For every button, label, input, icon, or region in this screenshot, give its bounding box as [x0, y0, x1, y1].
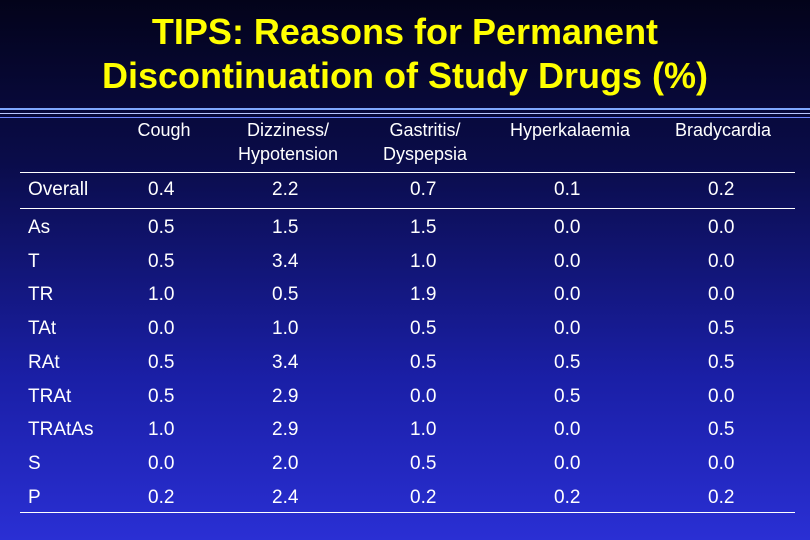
cell-t-dizziness: 3.4: [272, 250, 299, 272]
cell-tr-dizziness: 0.5: [272, 284, 299, 306]
cell-tat-hyperkalaemia: 0.0: [554, 318, 581, 340]
cell-trat-bradycardia: 0.0: [708, 385, 735, 407]
cell-tat-bradycardia: 0.5: [708, 318, 735, 340]
table-bottom-divider: [20, 512, 795, 513]
title-divider: [0, 108, 810, 110]
cell-rat-gastritis: 0.5: [410, 351, 437, 373]
row-label-tr: TR: [28, 284, 54, 306]
row-label-s: S: [28, 452, 41, 474]
slide-title: TIPS: Reasons for Permanent Discontinuat…: [0, 10, 810, 98]
cell-p-hyperkalaemia: 0.2: [554, 486, 581, 508]
cell-tratas-cough: 1.0: [148, 419, 175, 441]
cell-trat-gastritis: 0.0: [410, 385, 437, 407]
header-cough: Cough: [137, 120, 191, 140]
cell-trat-cough: 0.5: [148, 385, 175, 407]
cell-rat-cough: 0.5: [148, 351, 175, 373]
title-divider-thin: [0, 113, 810, 114]
overall-dizziness: 2.2: [272, 179, 299, 200]
title-divider-thin-2: [0, 117, 810, 118]
cell-t-hyperkalaemia: 0.0: [554, 250, 581, 272]
row-label-t: T: [28, 250, 40, 272]
cell-t-cough: 0.5: [148, 250, 175, 272]
cell-s-dizziness: 2.0: [272, 452, 299, 474]
header-dizziness-label: Dizziness/Hypotension: [238, 120, 338, 164]
cell-tratas-gastritis: 1.0: [410, 419, 437, 441]
cell-as-gastritis: 1.5: [410, 217, 437, 238]
cell-t-bradycardia: 0.0: [708, 250, 735, 272]
cell-rat-hyperkalaemia: 0.5: [554, 351, 581, 373]
overall-gastritis: 0.7: [410, 179, 437, 200]
overall-cough: 0.4: [148, 179, 175, 200]
header-bradycardia: Bradycardia: [674, 120, 772, 140]
row-label-trat: TRAt: [28, 385, 72, 407]
cell-tat-dizziness: 1.0: [272, 318, 299, 340]
header-line: Hypotension: [237, 144, 339, 164]
cell-tat-cough: 0.0: [148, 318, 175, 340]
cell-trat-hyperkalaemia: 0.5: [554, 385, 581, 407]
row-label-as: As: [28, 217, 51, 238]
cell-p-gastritis: 0.2: [410, 486, 437, 508]
header-gastritis-dyspepsia: Gastritis/Dyspepsia: [368, 118, 482, 166]
header-line: Gastritis/: [389, 120, 461, 140]
cell-tr-bradycardia: 0.0: [708, 284, 735, 306]
header-gastritis-label: Gastritis/Dyspepsia: [383, 120, 467, 164]
overall-divider: [20, 208, 795, 209]
cell-p-bradycardia: 0.2: [708, 486, 735, 508]
cell-tratas-dizziness: 2.9: [272, 419, 299, 441]
cell-tr-cough: 1.0: [148, 284, 175, 306]
cell-s-gastritis: 0.5: [410, 452, 437, 474]
cell-as-cough: 0.5: [148, 217, 175, 238]
header-dizziness-hypotension: Dizziness/Hypotension: [224, 118, 352, 166]
cell-tr-hyperkalaemia: 0.0: [554, 284, 581, 306]
header-line: Dyspepsia: [382, 144, 468, 164]
cell-tat-gastritis: 0.5: [410, 318, 437, 340]
overall-bradycardia: 0.2: [708, 179, 735, 200]
cell-tratas-bradycardia: 0.5: [708, 419, 735, 441]
slide-title-line-2: Discontinuation of Study Drugs (%): [102, 55, 708, 96]
cell-s-cough: 0.0: [148, 452, 175, 474]
cell-p-cough: 0.2: [148, 486, 175, 508]
header-line: Dizziness/: [246, 120, 330, 140]
cell-as-hyperkalaemia: 0.0: [554, 217, 581, 238]
cell-as-bradycardia: 0.0: [708, 217, 735, 238]
slide-title-line-1: TIPS: Reasons for Permanent: [151, 11, 659, 52]
cell-p-dizziness: 2.4: [272, 486, 299, 508]
cell-rat-bradycardia: 0.5: [708, 351, 735, 373]
row-label-tratas: TRAtAs: [28, 419, 94, 441]
header-hyperkalaemia: Hyperkalaemia: [509, 120, 631, 140]
cell-tr-gastritis: 1.9: [410, 284, 437, 306]
overall-hyperkalaemia: 0.1: [554, 179, 581, 200]
cell-s-hyperkalaemia: 0.0: [554, 452, 581, 474]
row-label-p: P: [28, 486, 41, 508]
row-label-rat: RAt: [28, 351, 60, 373]
row-label-overall: Overall: [28, 179, 89, 200]
cell-t-gastritis: 1.0: [410, 250, 437, 272]
row-label-tat: TAt: [28, 318, 57, 340]
cell-as-dizziness: 1.5: [272, 217, 299, 238]
cell-trat-dizziness: 2.9: [272, 385, 299, 407]
cell-rat-dizziness: 3.4: [272, 351, 299, 373]
cell-tratas-hyperkalaemia: 0.0: [554, 419, 581, 441]
cell-s-bradycardia: 0.0: [708, 452, 735, 474]
header-divider: [20, 172, 795, 173]
